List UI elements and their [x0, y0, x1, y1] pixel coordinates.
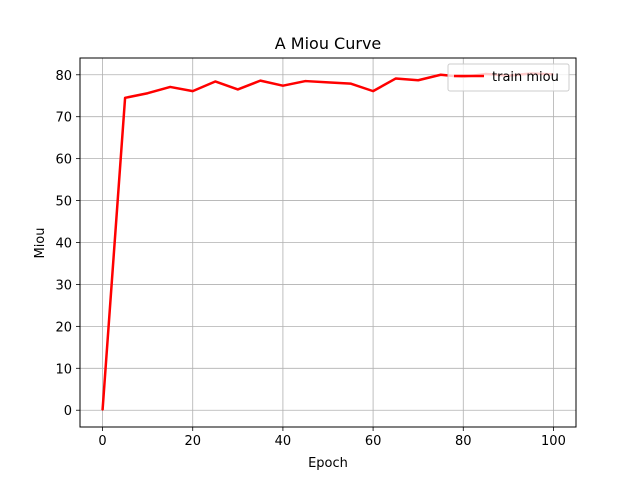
data-point [169, 86, 171, 88]
data-point [350, 83, 352, 85]
x-tick-label: 40 [275, 434, 292, 449]
tick-layer: 0 20 40 60 80 100 0 10 20 30 40 50 60 70 80 [55, 69, 565, 449]
data-point [372, 90, 374, 92]
x-tick-label: 80 [455, 434, 472, 449]
x-axis-label: Epoch [308, 456, 348, 471]
data-point [102, 409, 104, 411]
legend: train miou [447, 63, 570, 92]
y-tick-label: 20 [55, 320, 72, 335]
y-tick-label: 70 [55, 111, 72, 126]
data-point [327, 81, 329, 83]
y-tick-label: 0 [64, 404, 72, 419]
data-point [147, 92, 149, 94]
data-point [237, 88, 239, 90]
y-tick-label: 50 [55, 195, 72, 210]
x-tick-label: 20 [184, 434, 201, 449]
plot-area: 0 20 40 60 80 100 0 10 20 30 40 50 60 70 80 [55, 57, 577, 449]
legend-label: train miou [492, 70, 559, 85]
x-tick-label: 60 [365, 434, 382, 449]
y-tick-label: 80 [55, 69, 72, 84]
y-tick-label: 30 [55, 278, 72, 293]
chart-title: A Miou Curve [275, 34, 382, 53]
y-tick-label: 10 [55, 362, 72, 377]
y-axis-label: Miou [33, 227, 48, 258]
data-point [440, 74, 442, 76]
legend-box [447, 63, 570, 92]
data-point [214, 80, 216, 82]
data-point [304, 80, 306, 82]
y-tick-label: 60 [55, 153, 72, 168]
grid-layer [80, 58, 576, 427]
data-point [192, 90, 194, 92]
y-tick-label: 40 [55, 237, 72, 252]
x-tick-label: 0 [98, 434, 106, 449]
data-point [417, 79, 419, 81]
data-point [282, 85, 284, 87]
x-tick-label: 100 [541, 434, 566, 449]
data-point [395, 78, 397, 80]
data-point [259, 80, 261, 82]
data-point [124, 97, 126, 99]
